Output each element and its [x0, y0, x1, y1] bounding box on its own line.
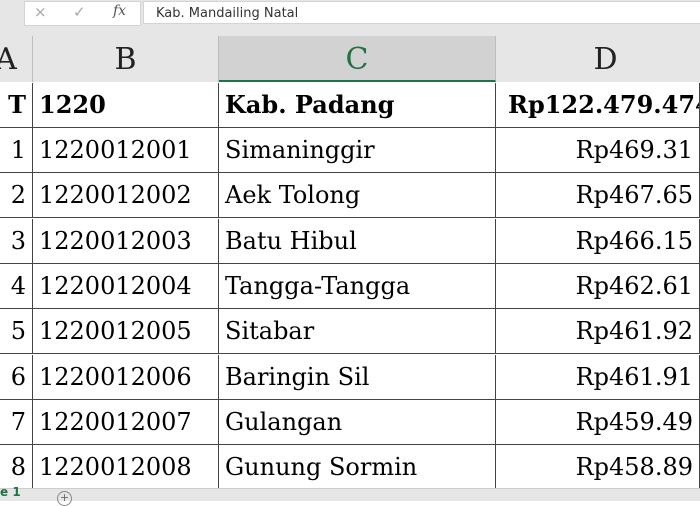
cell-a[interactable]: T	[0, 83, 33, 128]
cell-b[interactable]: 1220012005	[33, 309, 219, 355]
cell-c[interactable]: Batu Hibul	[219, 218, 496, 264]
cell-a[interactable]: 4	[0, 263, 33, 309]
cell-d[interactable]: Rp466.15	[496, 218, 700, 264]
insert-function-icon[interactable]: fx	[113, 3, 127, 19]
column-header-a[interactable]: A	[0, 36, 33, 82]
cancel-icon[interactable]: ×	[34, 3, 47, 21]
cell-b[interactable]: 1220012003	[33, 218, 219, 264]
cell-d[interactable]: Rp461.91	[496, 354, 700, 400]
cell-b[interactable]: 1220	[33, 83, 219, 128]
cell-d[interactable]: Rp467.65	[496, 173, 700, 219]
cell-a[interactable]: 7	[0, 399, 33, 445]
cell-b[interactable]: 1220012004	[33, 263, 219, 309]
formula-buttons: × ✓ fx	[24, 1, 141, 26]
column-header-d[interactable]: D	[496, 36, 700, 82]
cell-a[interactable]: 1	[0, 128, 33, 173]
sheet-tab[interactable]: e 1	[0, 485, 21, 499]
cell-c[interactable]: Gunung Sormin	[219, 445, 496, 491]
sheet-tab-bar: e 1 +	[0, 485, 700, 506]
column-header-b[interactable]: B	[33, 36, 219, 82]
cell-c[interactable]: Gulangan	[219, 399, 496, 445]
cell-a[interactable]: 5	[0, 309, 33, 355]
cell-b[interactable]: 1220012001	[33, 128, 219, 173]
cell-d[interactable]: Rp462.61	[496, 263, 700, 309]
column-header-c[interactable]: C	[219, 36, 496, 82]
cell-a[interactable]: 3	[0, 218, 33, 264]
cell-c[interactable]: Aek Tolong	[219, 173, 496, 219]
cell-b[interactable]: 1220012008	[33, 445, 219, 491]
cell-c[interactable]: Baringin Sil	[219, 354, 496, 400]
cell-d[interactable]: Rp122.479.474	[496, 83, 700, 128]
cell-c[interactable]: Simaninggir	[219, 128, 496, 173]
cell-c[interactable]: Tangga-Tangga	[219, 263, 496, 309]
cell-b[interactable]: 1220012006	[33, 354, 219, 400]
add-sheet-icon[interactable]: +	[57, 491, 72, 506]
cell-c[interactable]: Kab. Padang	[219, 83, 496, 128]
cell-d[interactable]: Rp458.89	[496, 445, 700, 491]
cell-a[interactable]: 2	[0, 173, 33, 219]
cell-d[interactable]: Rp459.49	[496, 399, 700, 445]
cell-d[interactable]: Rp461.92	[496, 309, 700, 355]
cell-b[interactable]: 1220012007	[33, 399, 219, 445]
formula-bar: × ✓ fx Kab. Mandailing Natal	[0, 0, 700, 36]
cell-a[interactable]: 6	[0, 354, 33, 400]
cell-c[interactable]: Sitabar	[219, 309, 496, 355]
enter-icon[interactable]: ✓	[73, 3, 86, 21]
formula-input[interactable]: Kab. Mandailing Natal	[143, 1, 700, 24]
cell-a[interactable]: 8	[0, 445, 33, 491]
cell-b[interactable]: 1220012002	[33, 173, 219, 219]
cell-d[interactable]: Rp469.31	[496, 128, 700, 173]
